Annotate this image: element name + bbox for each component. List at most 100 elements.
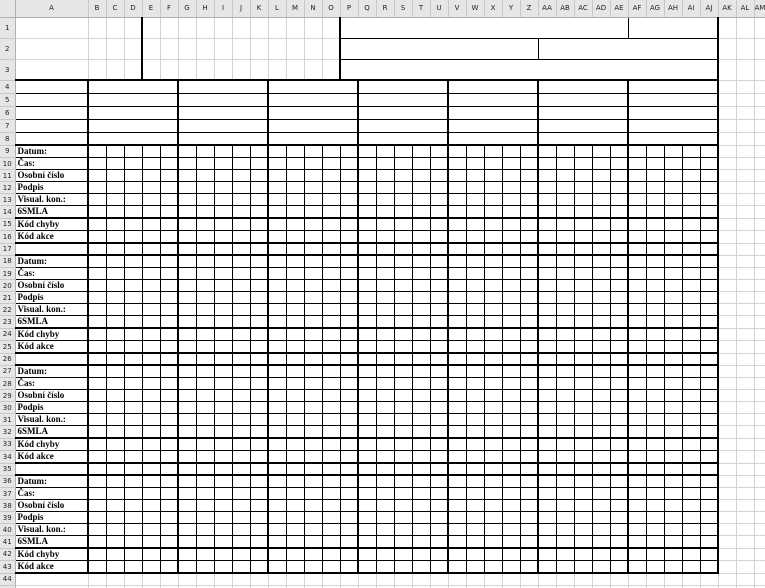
cell-af28[interactable] [628, 377, 647, 390]
cell-ai41[interactable] [682, 535, 701, 549]
cell-ab34[interactable] [556, 450, 575, 464]
cell-q10[interactable] [358, 157, 377, 170]
cell-c16[interactable] [106, 230, 125, 244]
cell-ah32[interactable] [664, 425, 683, 439]
cell-h27[interactable] [196, 365, 215, 378]
cell-o6[interactable] [322, 106, 340, 120]
cell-ac10[interactable] [574, 157, 593, 170]
row-header-12[interactable]: 12 [0, 181, 16, 194]
cell-l10[interactable] [268, 157, 287, 170]
cell-r12[interactable] [376, 181, 395, 194]
cell-ah24[interactable] [664, 328, 683, 341]
cell-al21[interactable] [736, 291, 755, 304]
cell-j42[interactable] [232, 548, 251, 561]
cell-l31[interactable] [268, 413, 287, 426]
cell-p28[interactable] [340, 377, 359, 390]
cell-e31[interactable] [142, 413, 161, 426]
cell-af43[interactable] [628, 560, 647, 574]
cell-aj10[interactable] [700, 157, 719, 170]
cell-ag23[interactable] [646, 315, 665, 329]
row-header-14[interactable]: 14 [0, 205, 16, 219]
cell-h36[interactable] [196, 475, 215, 488]
cell-h10[interactable] [196, 157, 215, 170]
cell-al1[interactable] [736, 17, 755, 39]
cell-u1[interactable] [430, 17, 448, 39]
cell-o30[interactable] [322, 401, 341, 414]
cell-x32[interactable] [484, 425, 503, 439]
cell-af6[interactable] [628, 106, 646, 120]
cell-e37[interactable] [142, 487, 161, 500]
cell-i3[interactable] [214, 59, 233, 81]
cell-c27[interactable] [106, 365, 125, 378]
cell-aj25[interactable] [700, 340, 719, 354]
cell-r24[interactable] [376, 328, 395, 341]
cell-ah19[interactable] [664, 267, 683, 280]
cell-ad14[interactable] [592, 205, 611, 219]
cell-b26[interactable] [88, 353, 107, 366]
cell-f18[interactable] [160, 255, 179, 268]
cell-r25[interactable] [376, 340, 395, 354]
cell-k22[interactable] [250, 303, 269, 316]
cell-f26[interactable] [160, 353, 179, 366]
cell-f11[interactable] [160, 169, 179, 182]
cell-o25[interactable] [322, 340, 341, 354]
cell-al24[interactable] [736, 328, 755, 341]
cell-w15[interactable] [466, 218, 485, 231]
cell-s9[interactable] [394, 145, 413, 158]
cell-am43[interactable] [754, 560, 765, 574]
cell-am7[interactable] [754, 119, 765, 133]
cell-d35[interactable] [124, 463, 143, 476]
cell-ac31[interactable] [574, 413, 593, 426]
cell-ag21[interactable] [646, 291, 665, 304]
cell-t17[interactable] [412, 243, 431, 256]
cell-ai36[interactable] [682, 475, 701, 488]
cell-h22[interactable] [196, 303, 215, 316]
cell-af37[interactable] [628, 487, 647, 500]
cell-v34[interactable] [448, 450, 467, 464]
cell-ae28[interactable] [610, 377, 629, 390]
cell-ak36[interactable] [718, 475, 737, 488]
cell-p34[interactable] [340, 450, 359, 464]
cell-i24[interactable] [214, 328, 233, 341]
cell-r44[interactable] [376, 573, 395, 586]
cell-s3[interactable] [394, 59, 412, 81]
cell-x4[interactable] [484, 80, 502, 94]
cell-m32[interactable] [286, 425, 305, 439]
cell-w2[interactable] [466, 38, 484, 60]
cell-j8[interactable] [232, 132, 250, 146]
cell-o8[interactable] [322, 132, 340, 146]
cell-u39[interactable] [430, 511, 449, 524]
cell-k8[interactable] [250, 132, 269, 146]
cell-r20[interactable] [376, 279, 395, 292]
cell-k25[interactable] [250, 340, 269, 354]
cell-t4[interactable] [412, 80, 430, 94]
cell-z4[interactable] [520, 80, 539, 94]
cell-h21[interactable] [196, 291, 215, 304]
cell-aa38[interactable] [538, 499, 557, 512]
cell-al8[interactable] [736, 132, 755, 146]
cell-d12[interactable] [124, 181, 143, 194]
cell-af20[interactable] [628, 279, 647, 292]
cell-m24[interactable] [286, 328, 305, 341]
cell-ad41[interactable] [592, 535, 611, 549]
cell-f19[interactable] [160, 267, 179, 280]
cell-l44[interactable] [268, 573, 287, 586]
cell-h34[interactable] [196, 450, 215, 464]
cell-k32[interactable] [250, 425, 269, 439]
cell-a19[interactable]: Čas: [15, 267, 89, 280]
cell-k42[interactable] [250, 548, 269, 561]
cell-g1[interactable] [178, 17, 197, 39]
cell-ai30[interactable] [682, 401, 701, 414]
cell-al7[interactable] [736, 119, 755, 133]
cell-y13[interactable] [502, 193, 521, 206]
cell-e28[interactable] [142, 377, 161, 390]
cell-ah11[interactable] [664, 169, 683, 182]
cell-f3[interactable] [160, 59, 179, 81]
row-header-28[interactable]: 28 [0, 377, 16, 390]
cell-a2[interactable] [15, 38, 89, 60]
cell-t5[interactable] [412, 93, 430, 107]
cell-i27[interactable] [214, 365, 233, 378]
cell-ab33[interactable] [556, 438, 575, 451]
cell-t9[interactable] [412, 145, 431, 158]
cell-ac14[interactable] [574, 205, 593, 219]
